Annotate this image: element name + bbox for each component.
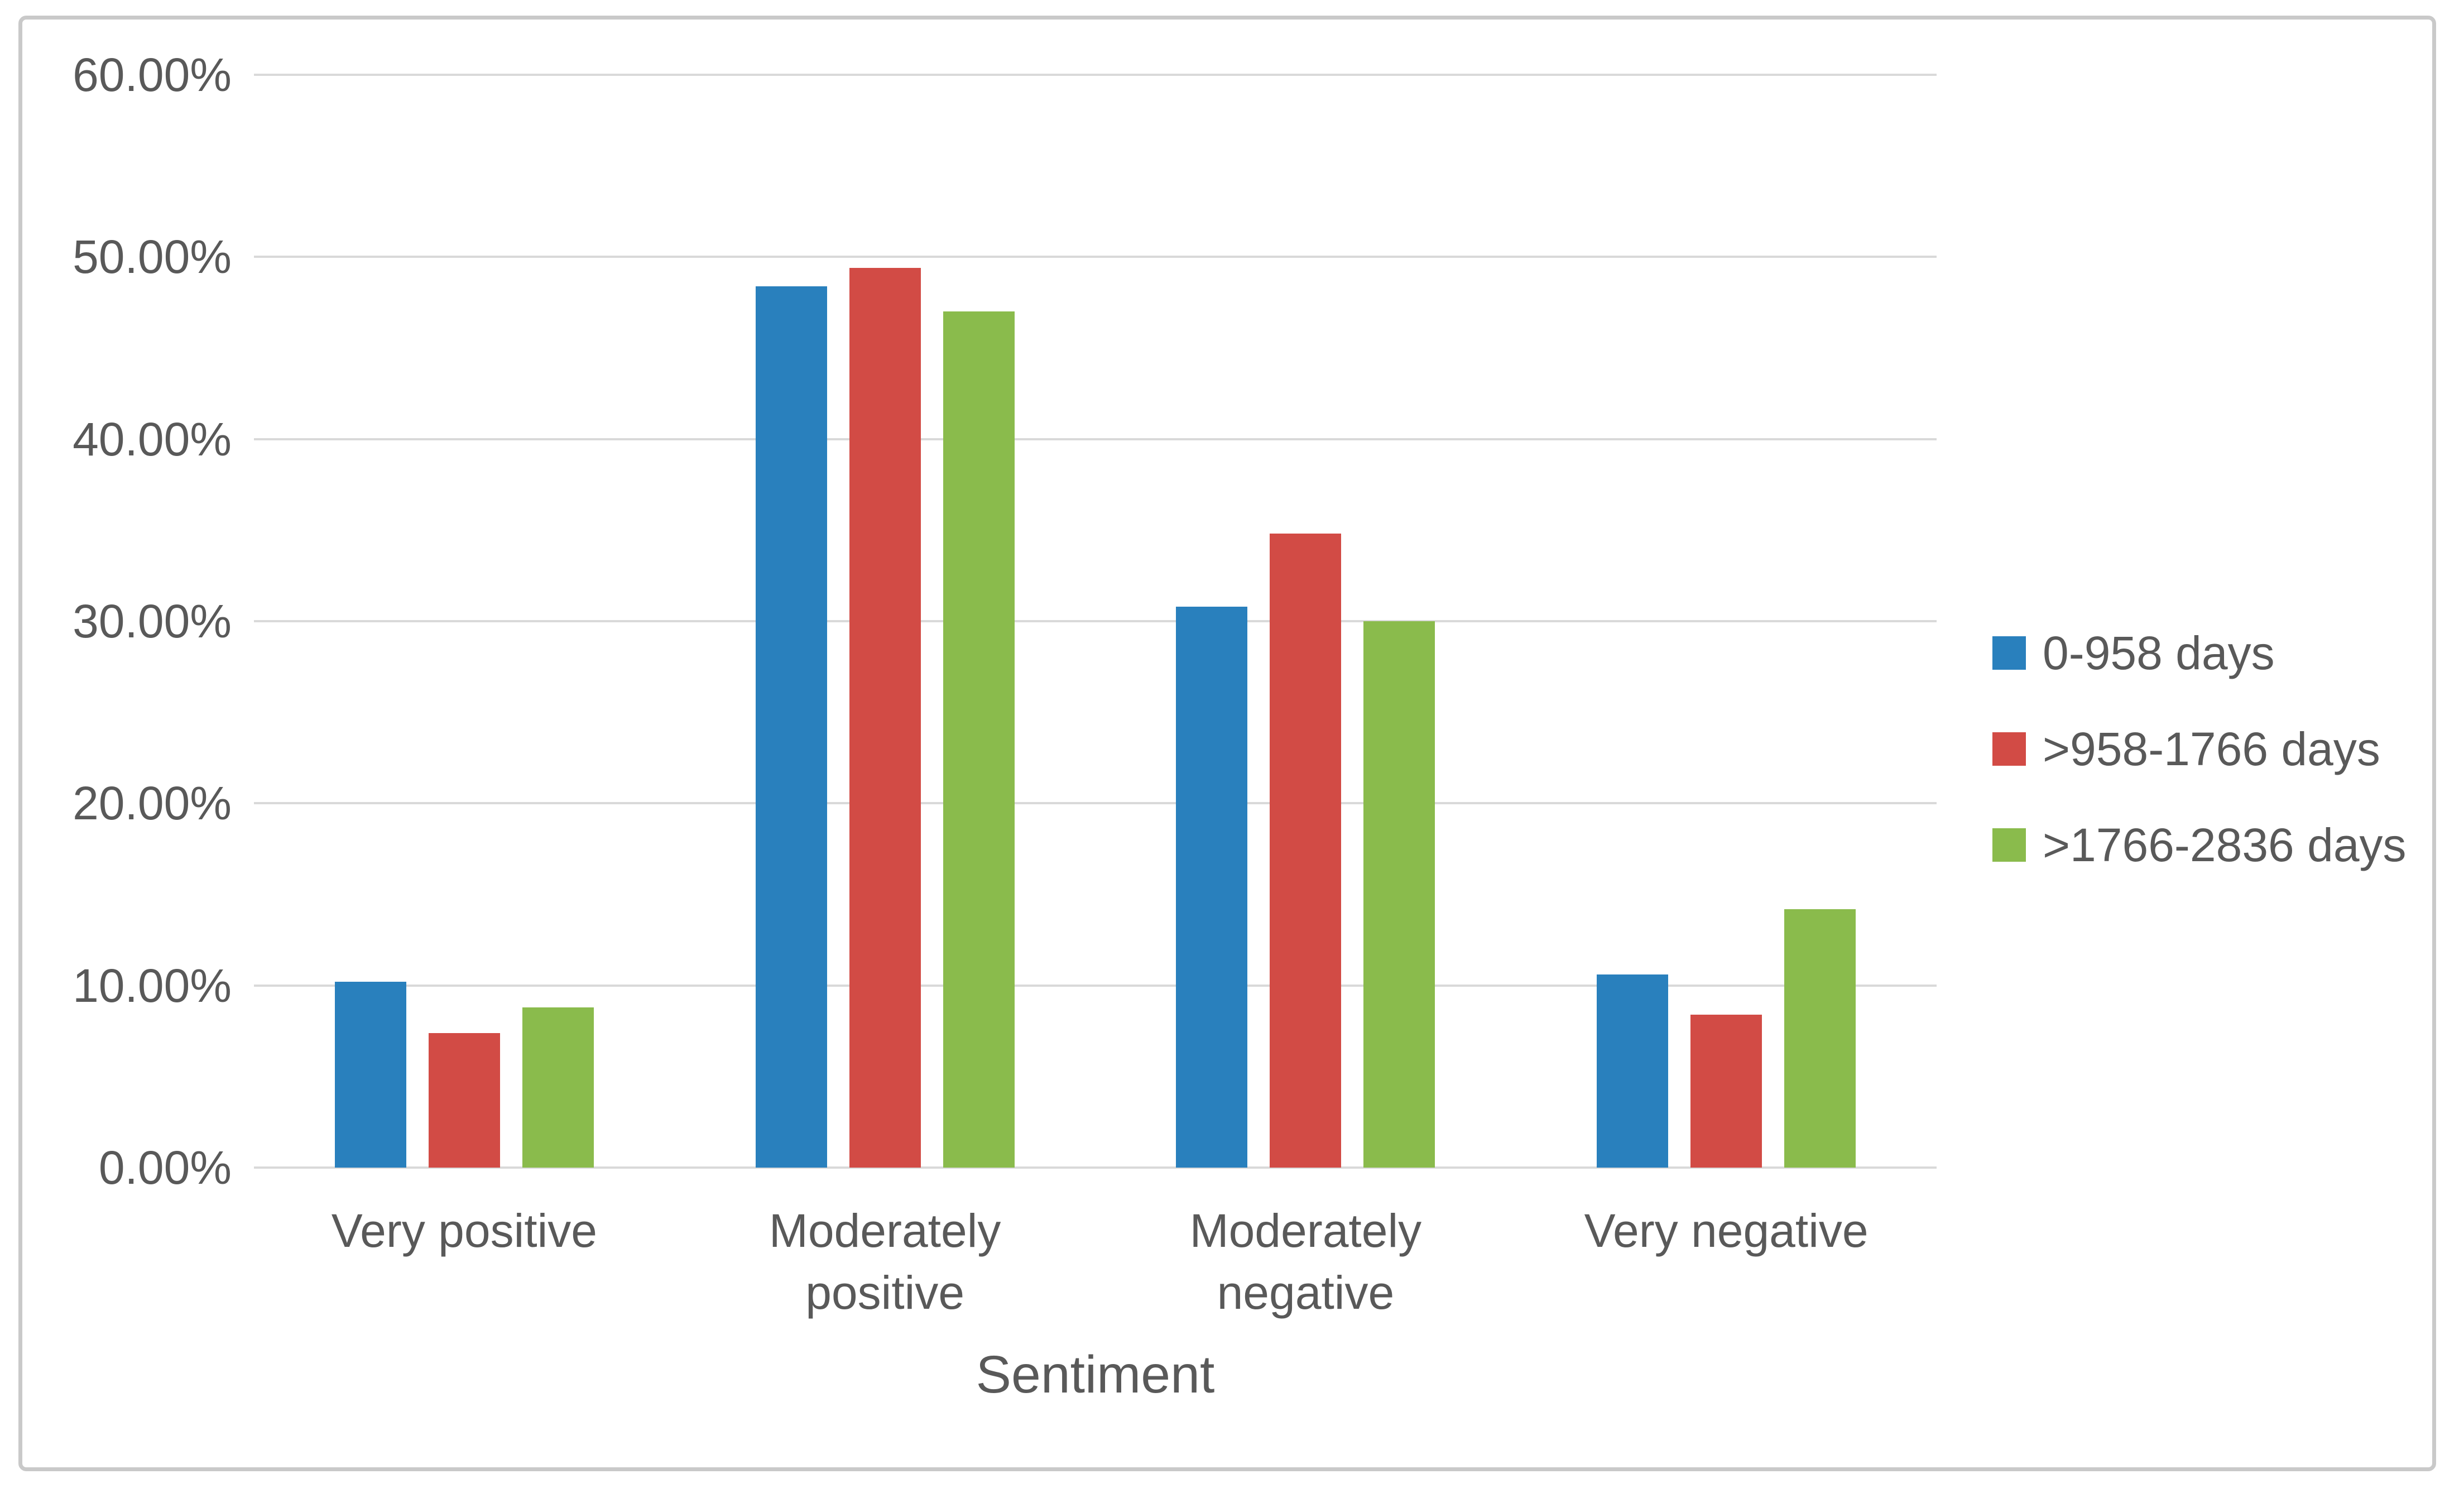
bar--1766-2836-days-cat2: [1363, 621, 1435, 1168]
legend-label: 0-958 days: [2043, 627, 2275, 679]
bar--958-1766-days-cat0: [428, 1033, 500, 1168]
gridline-10pct: [254, 984, 1937, 987]
gridline-30pct: [254, 620, 1937, 622]
legend: 0-958 days >958-1766 days >1766-2836 days: [1992, 625, 2407, 873]
bar-0-958-days-cat3: [1597, 974, 1669, 1168]
gridline-50pct: [254, 256, 1937, 258]
x-category-label-3: Very negative: [1584, 1204, 1869, 1257]
x-category-label-0: Very positive: [331, 1204, 597, 1257]
y-tick-label-0pct: 0.00%: [98, 1141, 232, 1194]
legend-item-1: >958-1766 days: [1992, 721, 2407, 777]
gridline-0pct: [254, 1166, 1937, 1169]
x-category-label-2: Moderately negative: [1189, 1204, 1422, 1319]
gridline-40pct: [254, 438, 1937, 440]
legend-label: >1766-2836 days: [2043, 819, 2407, 871]
bar--1766-2836-days-cat3: [1784, 909, 1856, 1168]
plot-area: [254, 74, 1937, 1169]
legend-swatch-icon: [1992, 732, 2026, 766]
bar--1766-2836-days-cat0: [522, 1007, 594, 1168]
legend-swatch-icon: [1992, 636, 2026, 670]
legend-swatch-icon: [1992, 828, 2026, 862]
legend-item-0: 0-958 days: [1992, 625, 2407, 681]
legend-label: >958-1766 days: [2043, 723, 2380, 775]
y-tick-label-30pct: 30.00%: [73, 595, 232, 647]
gridline-20pct: [254, 802, 1937, 805]
bar--958-1766-days-cat2: [1270, 534, 1342, 1168]
bar--958-1766-days-cat1: [849, 267, 921, 1168]
y-tick-label-60pct: 60.00%: [73, 49, 232, 101]
y-tick-label-50pct: 50.00%: [73, 231, 232, 284]
bar-0-958-days-cat0: [334, 982, 406, 1168]
bar-0-958-days-cat1: [755, 286, 827, 1168]
x-category-label-1: Moderately positive: [769, 1204, 1001, 1319]
y-tick-label-40pct: 40.00%: [73, 412, 232, 465]
bar-0-958-days-cat2: [1176, 606, 1248, 1168]
y-tick-label-10pct: 10.00%: [73, 959, 232, 1012]
bar--1766-2836-days-cat1: [943, 311, 1015, 1168]
y-tick-label-20pct: 20.00%: [73, 777, 232, 830]
legend-item-2: >1766-2836 days: [1992, 817, 2407, 873]
gridline-60pct: [254, 74, 1937, 76]
x-axis-title: Sentiment: [976, 1345, 1215, 1404]
bar--958-1766-days-cat3: [1690, 1014, 1762, 1168]
